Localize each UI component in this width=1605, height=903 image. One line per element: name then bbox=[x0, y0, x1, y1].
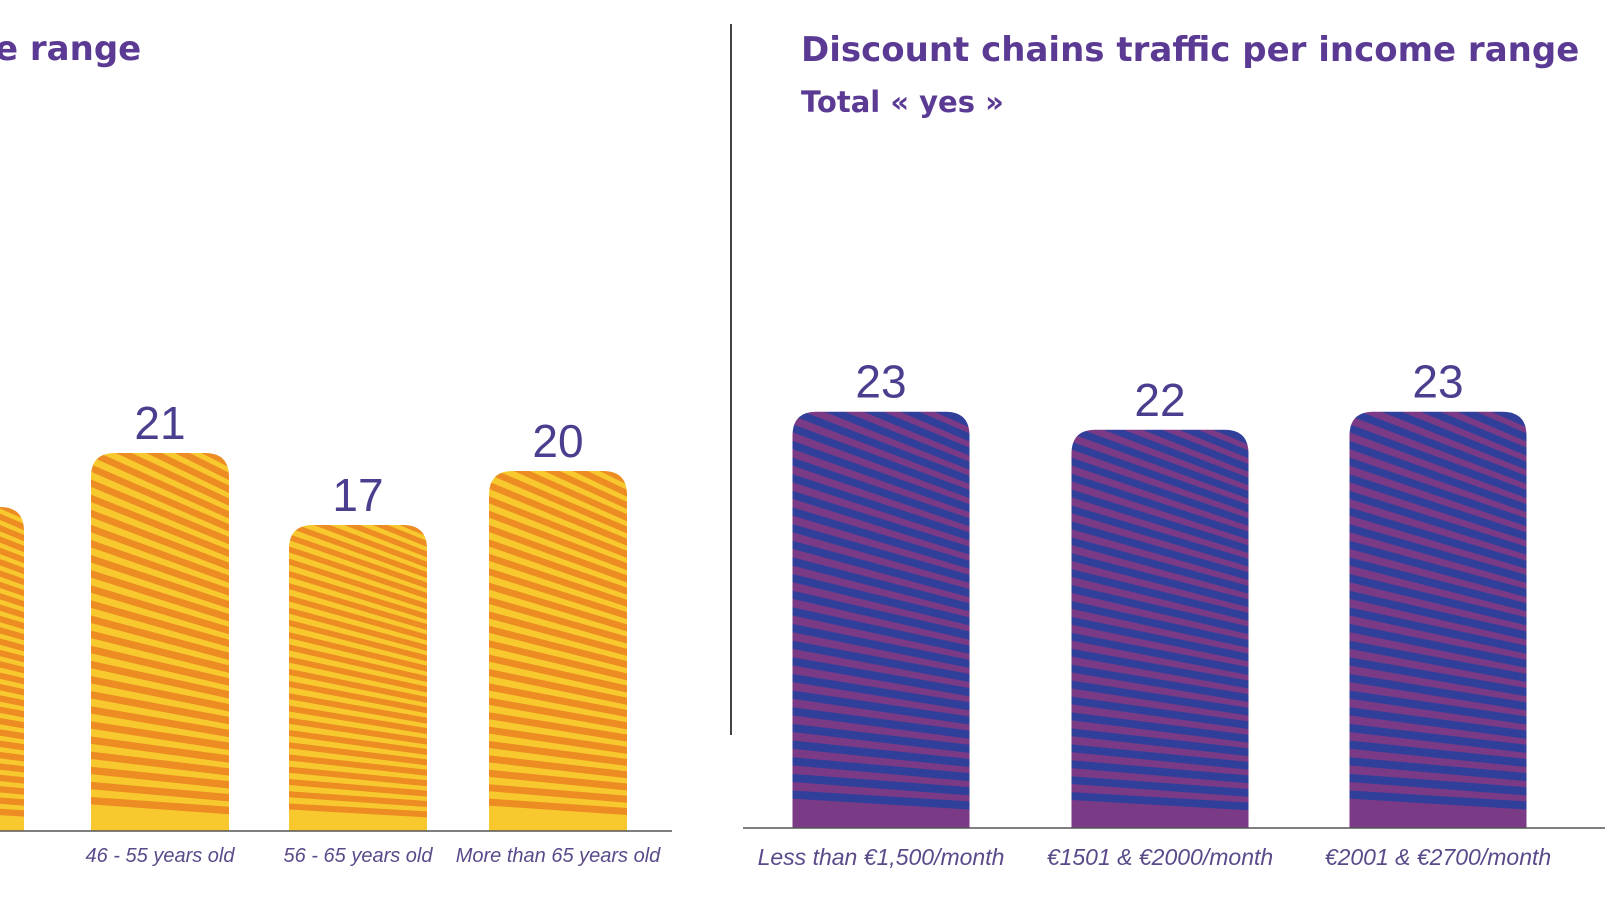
income-category-label-3: €2001 & €2700/month bbox=[1325, 844, 1551, 870]
income-category-label-2: €1501 & €2000/month bbox=[1047, 844, 1273, 870]
income-bar-2 bbox=[1071, 429, 1249, 828]
age-bar-4 bbox=[489, 471, 627, 831]
age-value-label-4: 20 bbox=[532, 415, 583, 467]
age-chart-title: e range bbox=[0, 29, 141, 69]
age-bar-1 bbox=[0, 507, 24, 831]
age-category-label-4: More than 65 years old bbox=[456, 845, 661, 867]
income-bar-3 bbox=[1349, 411, 1527, 828]
income-bars: 23 Less than €1,500/month 22 €1501 & €2000/… bbox=[758, 356, 1552, 870]
income-chart-subtitle: Total « yes » bbox=[801, 85, 1004, 119]
age-category-label-3: 56 - 65 years old bbox=[284, 845, 434, 867]
age-bar-2 bbox=[91, 453, 229, 831]
income-chart-title: Discount chains traffic per income range bbox=[801, 30, 1579, 70]
income-bar-1 bbox=[792, 411, 970, 828]
age-bar-3 bbox=[289, 525, 427, 831]
income-category-label-1: Less than €1,500/month bbox=[758, 844, 1005, 870]
income-value-label-2: 22 bbox=[1134, 374, 1185, 426]
income-value-label-3: 23 bbox=[1412, 356, 1463, 408]
age-value-label-2: 21 bbox=[134, 397, 185, 449]
income-range-chart: Discount chains traffic per income range… bbox=[743, 30, 1605, 870]
income-value-label-1: 23 bbox=[855, 356, 906, 408]
age-category-label-2: 46 - 55 years old bbox=[86, 845, 236, 867]
age-value-label-3: 17 bbox=[332, 469, 383, 521]
